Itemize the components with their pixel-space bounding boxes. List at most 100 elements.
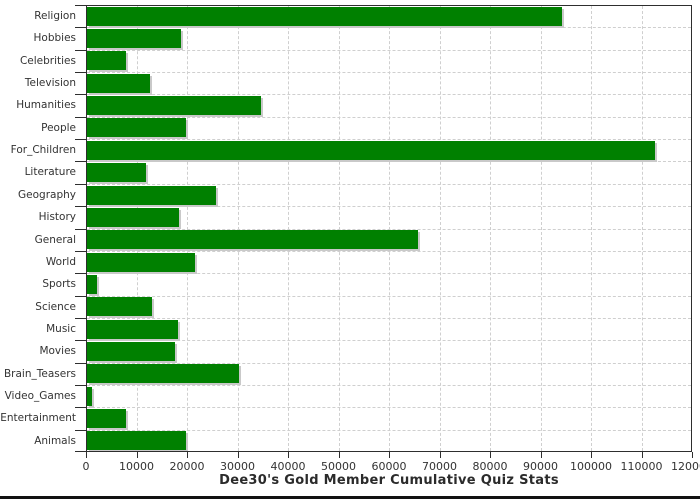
gridline-horizontal — [87, 206, 691, 208]
bar-Celebrities — [87, 51, 127, 71]
category-label: Television — [24, 77, 76, 90]
gridline-horizontal — [87, 116, 691, 118]
bar-Movies — [87, 341, 176, 361]
bar-Television — [87, 73, 151, 93]
y-axis-tick — [75, 27, 86, 29]
x-tick-label: 110000 — [620, 460, 663, 473]
category-label: Celebrities — [19, 54, 76, 67]
y-axis-tick — [75, 295, 86, 297]
y-axis-tick — [75, 273, 86, 275]
gridline-horizontal — [87, 139, 691, 141]
bottom-rule — [0, 496, 700, 499]
x-tick-label: 70000 — [422, 460, 457, 473]
y-axis-tick — [75, 250, 86, 252]
gridline-horizontal — [87, 362, 691, 364]
category-label: Religion — [34, 10, 76, 22]
y-axis-tick — [75, 72, 86, 74]
bar-Religion — [87, 6, 562, 26]
bar-Literature — [87, 163, 147, 183]
gridline-horizontal — [87, 27, 691, 29]
x-axis-tick — [490, 452, 491, 458]
y-axis-tick — [75, 317, 86, 319]
category-label: Music — [46, 322, 76, 335]
gridline-horizontal — [87, 228, 691, 230]
x-tick-label: 120000 — [671, 460, 700, 473]
x-axis-tick — [641, 452, 643, 458]
bar-Hobbies — [87, 29, 181, 49]
category-label: Literature — [24, 166, 76, 179]
bar-World — [87, 252, 196, 272]
y-axis-tick — [75, 407, 86, 409]
bar-For_Children — [87, 140, 656, 160]
x-axis-tick — [86, 452, 87, 458]
y-axis-tick — [75, 161, 86, 163]
x-tick-label: 0 — [82, 460, 90, 473]
x-tick-label: 20000 — [169, 460, 205, 473]
gridline-horizontal — [87, 384, 691, 386]
y-axis-tick — [75, 340, 86, 342]
bar-Brain_Teasers — [87, 364, 239, 384]
x-axis-tick — [540, 452, 542, 458]
bar-General — [87, 230, 418, 250]
category-label: For_Children — [10, 144, 76, 157]
y-axis-tick — [75, 384, 86, 386]
x-axis-tick — [692, 452, 693, 458]
category-label: Video_Games — [4, 389, 76, 402]
gridline-horizontal — [87, 273, 691, 275]
y-axis-tick — [75, 94, 86, 96]
y-axis-tick — [75, 451, 86, 452]
bar-Entertainment — [87, 409, 127, 428]
x-tick-label: 80000 — [472, 460, 508, 473]
gridline-horizontal — [87, 183, 691, 185]
y-axis-tick — [75, 183, 86, 185]
x-axis-tick — [237, 452, 239, 458]
y-axis-tick — [75, 206, 86, 208]
bar-Humanities — [87, 96, 262, 116]
y-axis-tick — [75, 49, 86, 51]
x-tick-label: 90000 — [523, 460, 558, 473]
category-label: Science — [35, 300, 76, 313]
x-tick-label: 50000 — [321, 460, 356, 473]
category-label: History — [38, 211, 76, 224]
chart-title: Dee30's Gold Member Cumulative Quiz Stat… — [219, 473, 559, 488]
gridline-horizontal — [87, 295, 691, 297]
category-label: Entertainment — [0, 412, 76, 425]
category-label: Movies — [39, 345, 76, 358]
x-tick-label: 60000 — [371, 460, 407, 473]
gridline-horizontal — [87, 72, 691, 74]
category-label: Animals — [34, 434, 76, 447]
y-axis-tick — [75, 429, 86, 431]
bar-People — [87, 118, 186, 138]
gridline-horizontal — [87, 407, 691, 409]
y-axis-tick — [75, 228, 86, 230]
category-label: World — [45, 255, 76, 268]
category-label: Sports — [42, 278, 76, 291]
y-axis-tick — [75, 116, 86, 118]
gridline-horizontal — [87, 429, 691, 431]
gridline-horizontal — [87, 340, 691, 342]
x-axis-tick — [288, 452, 289, 458]
gridline-horizontal — [87, 94, 691, 96]
category-label: Geography — [18, 188, 76, 201]
x-axis-tick — [187, 452, 188, 458]
bar-Sports — [87, 274, 98, 294]
x-axis-tick — [389, 452, 390, 458]
x-axis-tick — [439, 452, 441, 458]
x-axis-tick — [338, 452, 340, 458]
gridline-horizontal — [87, 250, 691, 252]
y-axis-tick — [75, 139, 86, 141]
category-label: People — [41, 121, 76, 134]
x-tick-label: 100000 — [570, 460, 612, 473]
x-axis-tick — [591, 452, 592, 458]
y-axis-tick — [75, 5, 86, 6]
bar-Music — [87, 319, 178, 339]
gridline-horizontal — [87, 49, 691, 51]
category-label: Hobbies — [33, 32, 77, 45]
x-axis-tick — [136, 452, 138, 458]
bar-Geography — [87, 185, 217, 205]
plot-area — [86, 5, 692, 452]
bar-History — [87, 207, 180, 227]
gridline-horizontal — [87, 317, 691, 319]
bar-Science — [87, 297, 152, 317]
